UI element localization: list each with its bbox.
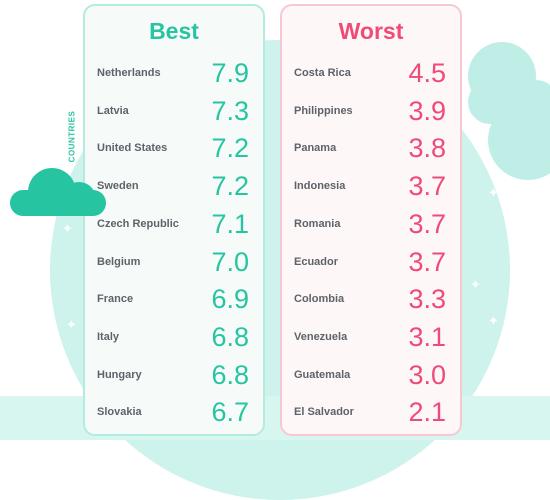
- sparkle-icon: ✦: [508, 243, 519, 258]
- country-name: Hungary: [97, 368, 142, 381]
- country-name: El Salvador: [294, 406, 354, 419]
- country-name: Netherlands: [97, 67, 161, 79]
- score-value: 6.9: [211, 284, 249, 315]
- best-row: Sweden 7.2: [85, 171, 263, 201]
- worst-panel: Worst Costa Rica 4.5 Philippines 3.9 Panama 3…: [280, 4, 462, 436]
- country-name: Panama: [294, 142, 337, 155]
- best-title: Best: [149, 18, 199, 44]
- score-value: 7.1: [211, 208, 249, 239]
- worst-row: Indonesia 3.7: [282, 171, 460, 201]
- country-name: Slovakia: [97, 406, 142, 419]
- country-name: Italy: [97, 330, 120, 343]
- best-row: Czech Republic 7.1: [85, 209, 263, 239]
- score-value: 3.9: [408, 95, 446, 126]
- worst-row: Panama 3.8: [282, 133, 460, 163]
- country-name: Colombia: [294, 293, 345, 306]
- score-value: 7.2: [211, 171, 249, 202]
- score-value: 3.8: [408, 133, 446, 164]
- background-cloud: [468, 30, 550, 250]
- score-value: 3.1: [408, 321, 446, 352]
- score-value: 3.3: [408, 284, 446, 315]
- score-value: 6.8: [211, 359, 249, 390]
- score-value: 7.9: [211, 58, 249, 88]
- score-value: 4.5: [408, 58, 446, 88]
- worst-row: Colombia 3.3: [282, 284, 460, 314]
- country-name: France: [97, 293, 134, 306]
- sparkle-icon: ✦: [62, 221, 73, 236]
- country-name: Guatemala: [294, 368, 351, 381]
- score-value: 3.7: [408, 208, 446, 239]
- country-name: Latvia: [97, 104, 129, 117]
- worst-title: Worst: [338, 18, 404, 44]
- sparkle-icon: ✦: [66, 317, 77, 332]
- country-name: Costa Rica: [294, 67, 351, 79]
- score-value: 6.7: [211, 397, 249, 428]
- best-row: France 6.9: [85, 284, 263, 314]
- country-name: Romania: [294, 217, 341, 230]
- country-name: United States: [97, 142, 168, 155]
- sparkle-icon: ✦: [470, 277, 481, 292]
- worst-row: Costa Rica 4.5: [282, 58, 460, 88]
- score-value: 3.7: [408, 171, 446, 202]
- country-name: Ecuador: [294, 255, 339, 268]
- worst-row: Romania 3.7: [282, 209, 460, 239]
- best-row: Hungary 6.8: [85, 360, 263, 390]
- country-name: Philippines: [294, 104, 353, 117]
- score-value: 7.2: [211, 133, 249, 164]
- side-label: COUNTRIES: [67, 110, 77, 162]
- worst-row: El Salvador 2.1: [282, 397, 460, 427]
- best-row: Italy 6.8: [85, 322, 263, 352]
- cloud-icon: [10, 168, 106, 216]
- best-row: Belgium 7.0: [85, 247, 263, 277]
- sparkle-icon: ✦: [38, 255, 49, 270]
- score-value: 7.0: [211, 246, 249, 277]
- sparkle-icon: ✦: [488, 313, 499, 328]
- sparkle-icon: ✦: [488, 185, 499, 200]
- score-value: 2.1: [408, 397, 446, 428]
- best-row: United States 7.2: [85, 133, 263, 163]
- country-name: Venezuela: [294, 330, 348, 343]
- score-value: 7.3: [211, 95, 249, 126]
- country-name: Sweden: [97, 180, 139, 193]
- worst-row: Ecuador 3.7: [282, 247, 460, 277]
- score-value: 6.8: [211, 321, 249, 352]
- worst-row: Guatemala 3.0: [282, 360, 460, 390]
- score-value: 3.0: [408, 359, 446, 390]
- best-row: Netherlands 7.9: [85, 58, 263, 88]
- country-name: Belgium: [97, 255, 141, 268]
- best-row: Slovakia 6.7: [85, 397, 263, 427]
- worst-row: Venezuela 3.1: [282, 322, 460, 352]
- best-panel: Best Netherlands 7.9 Latvia 7.3 United State…: [83, 4, 265, 436]
- country-name: Czech Republic: [97, 217, 179, 230]
- best-row: Latvia 7.3: [85, 96, 263, 126]
- worst-row: Philippines 3.9: [282, 96, 460, 126]
- score-value: 3.7: [408, 246, 446, 277]
- country-name: Indonesia: [294, 180, 346, 193]
